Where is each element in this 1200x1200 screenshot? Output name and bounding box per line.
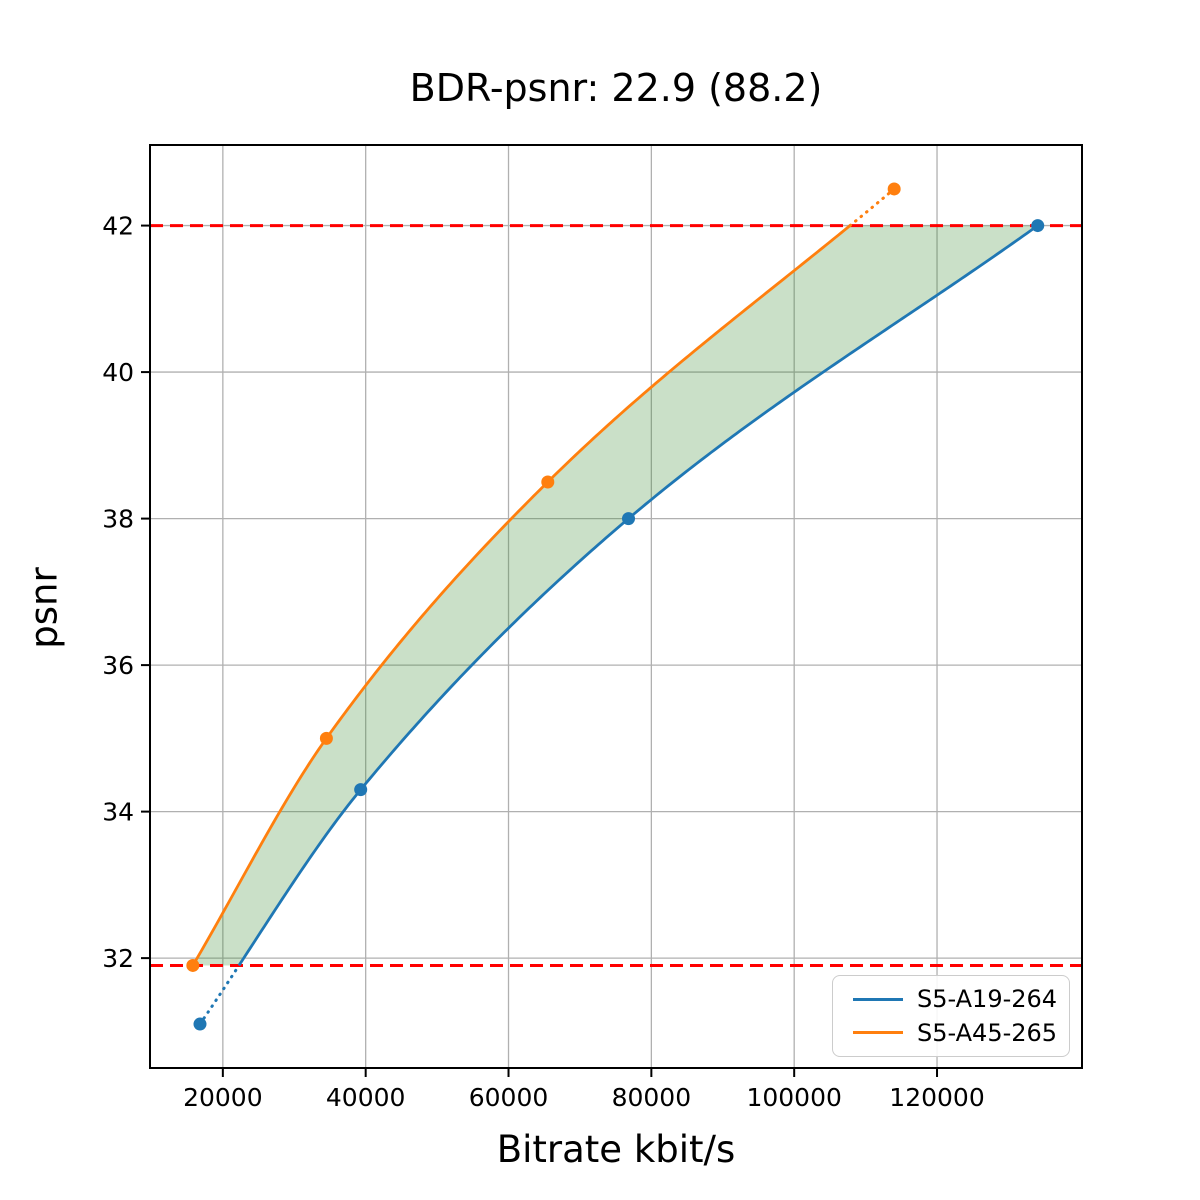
data-point-marker xyxy=(193,1017,207,1031)
overlap-range-hlines xyxy=(150,224,1082,967)
chart-title: BDR-psnr: 22.9 (88.2) xyxy=(409,66,823,110)
x-tick-label: 120000 xyxy=(889,1083,984,1112)
legend-label: S5-A45-265 xyxy=(917,1018,1058,1047)
x-tick-label: 20000 xyxy=(183,1083,263,1112)
gridlines xyxy=(150,145,1082,1068)
y-tick-label: 40 xyxy=(102,358,134,387)
between-curves-shaded-area xyxy=(192,225,1038,966)
series-curve xyxy=(237,224,1039,967)
data-point-marker xyxy=(354,783,368,797)
x-axis-label: Bitrate kbit/s xyxy=(496,1128,736,1171)
y-tick-label: 36 xyxy=(102,651,134,680)
series-0-S5-A19-264 xyxy=(193,219,1045,1031)
y-axis-ticks: 32 34 36 38 40 42 xyxy=(102,212,150,973)
x-tick-label: 100000 xyxy=(746,1083,841,1112)
x-axis-ticks: 20000 40000 60000 80000 100000 120000 xyxy=(183,1068,985,1112)
legend-item-series-1: S5-A45-265 xyxy=(833,1019,1069,1047)
series-1-S5-A45-265 xyxy=(186,182,901,972)
data-point-marker xyxy=(887,182,901,196)
series-dotted-segment xyxy=(848,187,896,228)
legend-label: S5-A19-264 xyxy=(917,985,1058,1014)
y-tick-label: 38 xyxy=(102,505,134,534)
x-tick-label: 40000 xyxy=(326,1083,406,1112)
legend-line-swatch-blue xyxy=(853,997,903,1001)
legend: S5-A19-264 S5-A45-265 xyxy=(832,975,1070,1057)
data-point-marker xyxy=(621,512,635,526)
data-point-marker xyxy=(541,475,555,489)
legend-line-swatch-orange xyxy=(853,1031,903,1035)
x-tick-label: 80000 xyxy=(612,1083,692,1112)
series-curve xyxy=(191,224,851,967)
y-axis-label: psnr xyxy=(22,567,66,649)
plot-border xyxy=(149,144,1083,1069)
y-tick-label: 42 xyxy=(102,212,134,241)
y-tick-label: 32 xyxy=(102,944,134,973)
series-dotted-segment xyxy=(198,963,241,1026)
data-point-marker xyxy=(186,958,200,972)
y-tick-label: 34 xyxy=(102,798,134,827)
data-point-marker xyxy=(319,731,333,745)
legend-item-series-0: S5-A19-264 xyxy=(833,985,1069,1013)
x-tick-label: 60000 xyxy=(469,1083,549,1112)
data-point-marker xyxy=(1031,219,1045,233)
